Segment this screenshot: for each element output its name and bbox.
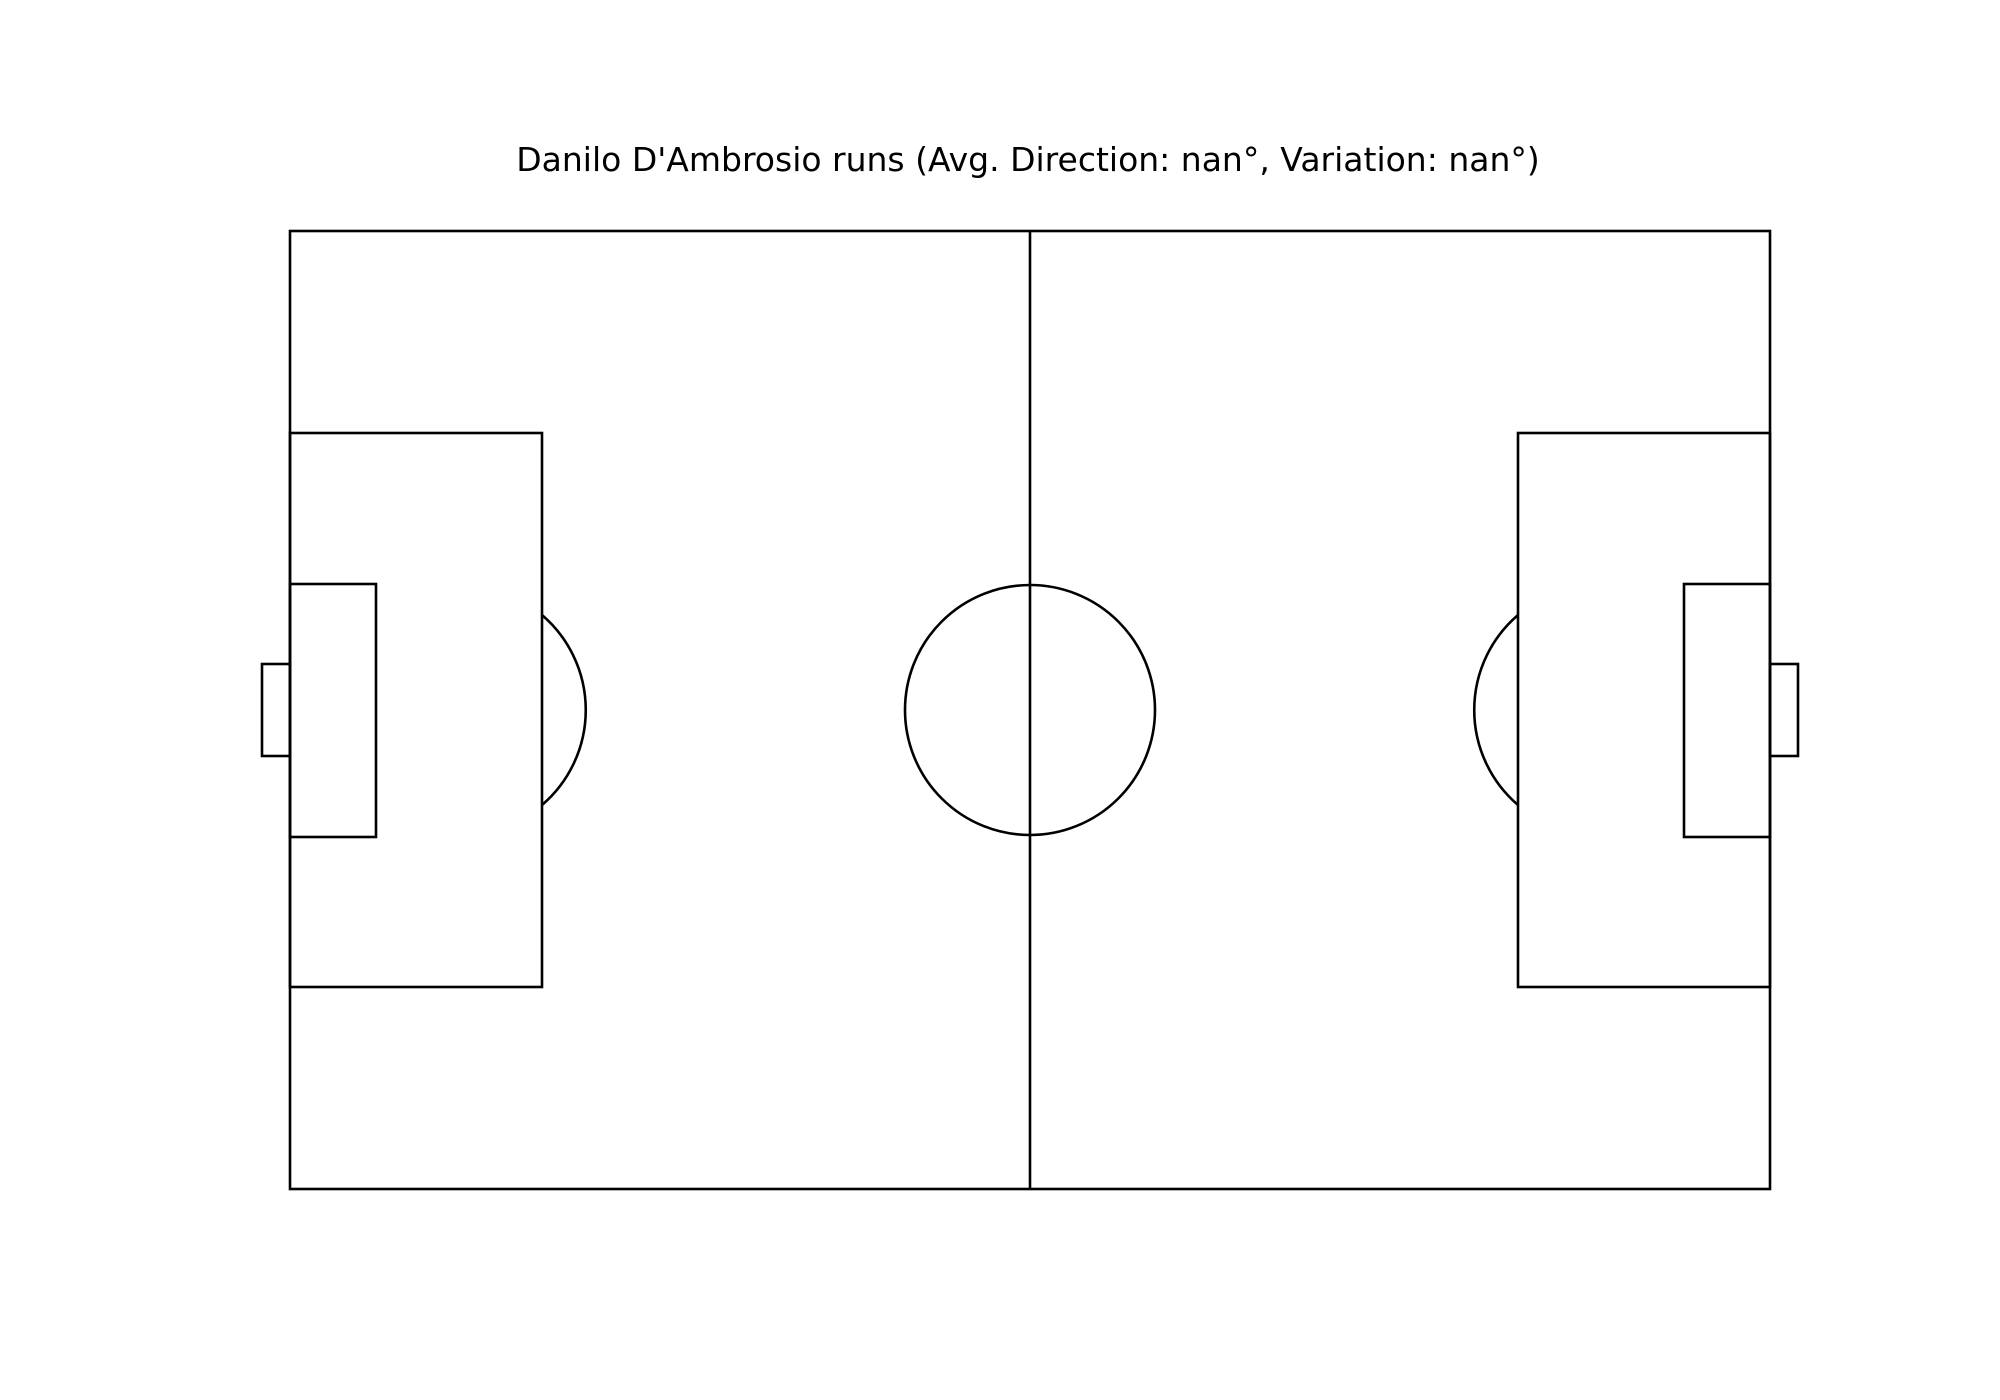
pitch-markings [260, 229, 1800, 1191]
right-penalty-box [1516, 431, 1772, 989]
left-six-yard-box [288, 582, 378, 839]
left-penalty-box [288, 431, 544, 989]
right-penalty-arc [1472, 614, 1519, 806]
center-circle [903, 583, 1157, 837]
left-penalty-arc [541, 614, 588, 806]
left-goal [260, 662, 292, 758]
chart-title: Danilo D'Ambrosio runs (Avg. Direction: … [516, 140, 1540, 179]
right-six-yard-box [1682, 582, 1772, 839]
right-goal [1768, 662, 1800, 758]
